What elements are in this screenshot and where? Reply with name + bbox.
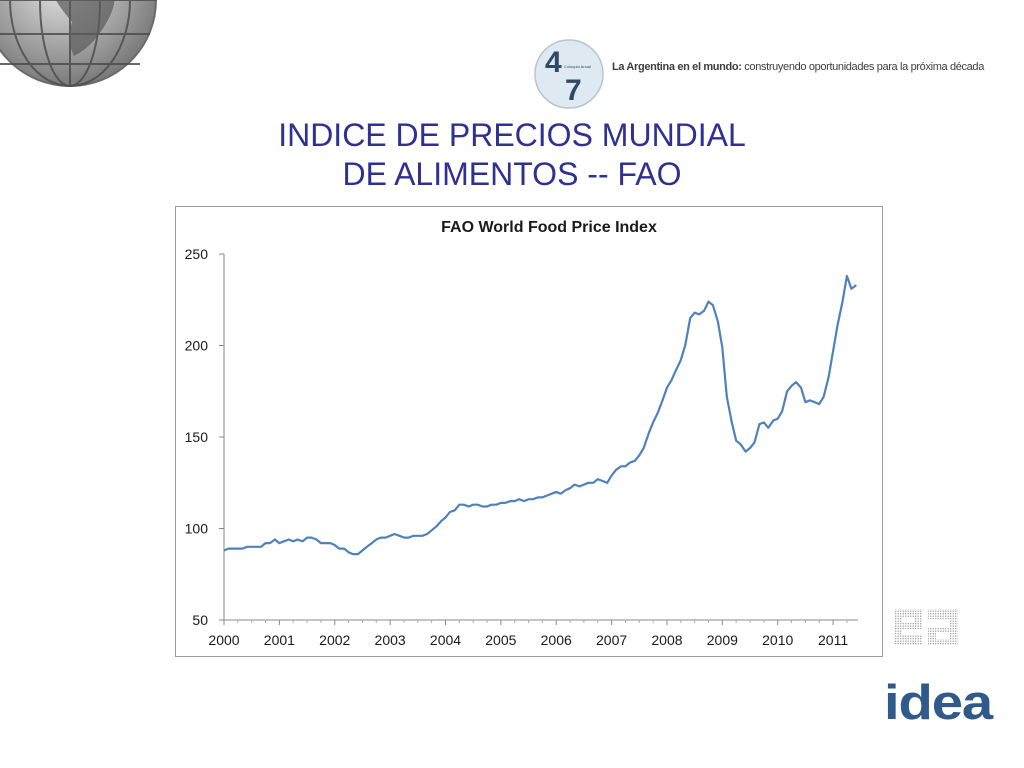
x-tick-label: 2010 <box>762 632 793 648</box>
idea-brand-text: idea <box>884 676 994 724</box>
idea-brand-logo: idea <box>882 676 995 730</box>
x-tick-label: 2003 <box>375 632 406 648</box>
y-tick-label: 150 <box>185 429 209 445</box>
series-line <box>223 274 857 556</box>
y-tick-label: 250 <box>185 246 209 262</box>
y-tick-label: 50 <box>192 612 208 628</box>
coloquio-47-logo: 4 7 Coloquio Anual <box>533 38 605 110</box>
x-tick-label: 2009 <box>707 632 738 648</box>
event-tagline: La Argentina en el mundo: construyendo o… <box>612 61 1012 73</box>
x-tick-label: 2000 <box>208 632 239 648</box>
x-tick-label: 2011 <box>818 632 848 648</box>
slide-title-line2: DE ALIMENTOS -- FAO <box>342 156 682 192</box>
tagline-bold: La Argentina en el mundo: <box>612 61 742 73</box>
x-tick-label: 2005 <box>485 632 516 648</box>
fao-price-index-chart: FAO World Food Price Index 50 100 150 200 250… <box>185 219 858 648</box>
logo-small-text: Coloquio Anual <box>564 64 591 69</box>
globe-logo <box>0 0 160 90</box>
logo-digit-7: 7 <box>565 74 582 107</box>
x-tick-label: 2001 <box>264 632 295 648</box>
x-tick-label: 2006 <box>541 632 572 648</box>
tagline-rest: construyendo oportunidades para la próxi… <box>741 61 984 73</box>
y-tick-label: 100 <box>185 521 209 537</box>
chart-frame: FAO World Food Price Index 50 100 150 200 250… <box>175 206 883 657</box>
x-tick-label: 2004 <box>430 632 461 648</box>
ea-mark-logo <box>892 605 962 649</box>
y-tick-label: 200 <box>185 338 209 354</box>
slide-title: INDICE DE PRECIOS MUNDIAL DE ALIMENTOS -… <box>200 116 824 194</box>
x-tick-label: 2007 <box>596 632 627 648</box>
x-tick-label: 2002 <box>319 632 350 648</box>
chart-title: FAO World Food Price Index <box>441 219 657 236</box>
x-tick-label: 2008 <box>651 632 682 648</box>
slide-title-line1: INDICE DE PRECIOS MUNDIAL <box>278 117 746 153</box>
logo-digit-4: 4 <box>545 46 562 79</box>
